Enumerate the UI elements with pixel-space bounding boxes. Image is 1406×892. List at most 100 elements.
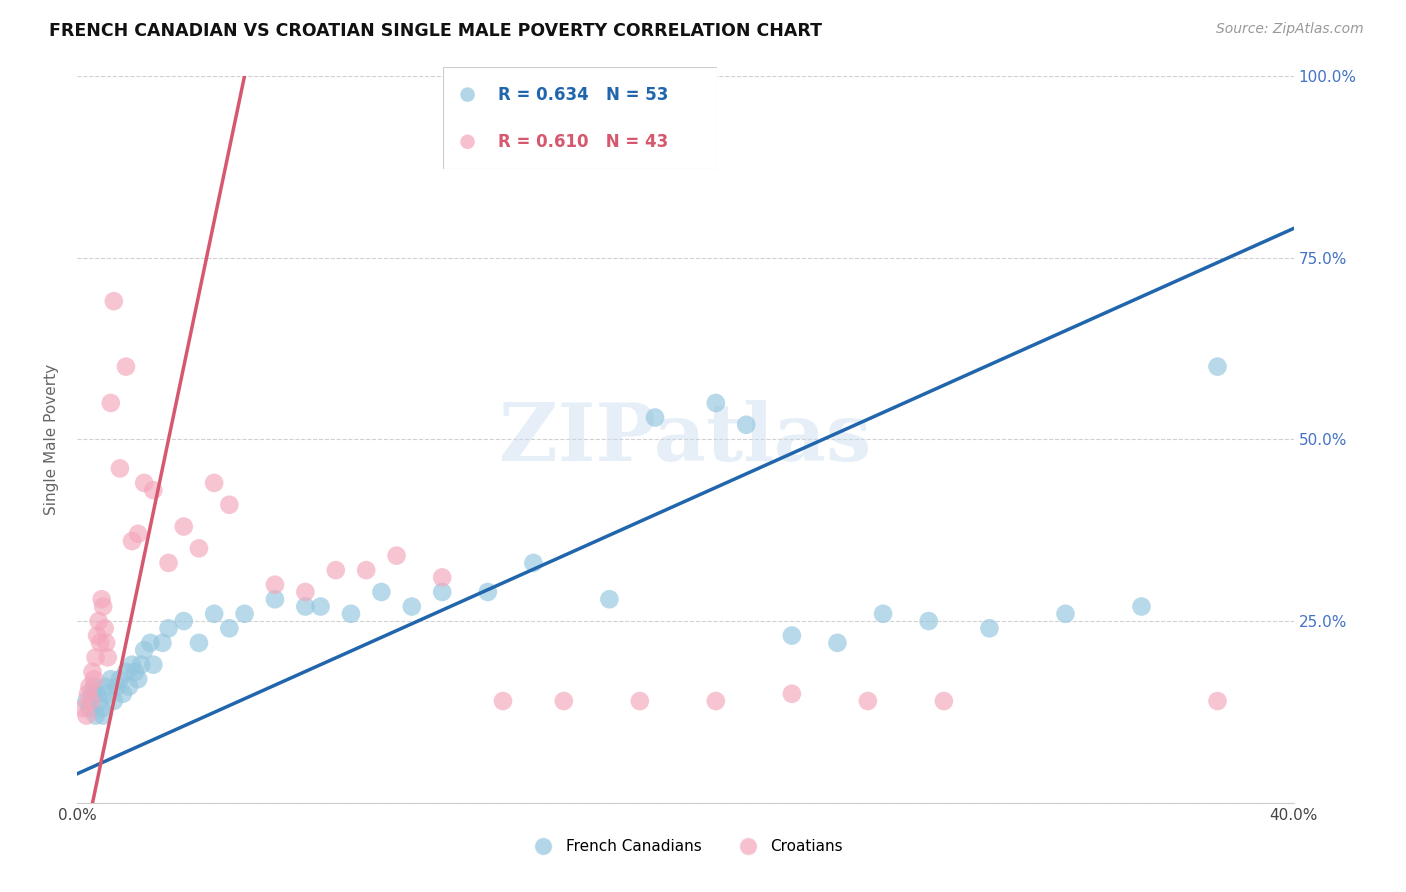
Point <box>127 526 149 541</box>
Point <box>103 294 125 309</box>
Point <box>218 498 240 512</box>
Point <box>80 694 103 708</box>
Point <box>96 636 118 650</box>
Point <box>872 607 894 621</box>
Point <box>264 578 287 592</box>
Point <box>97 687 120 701</box>
Point <box>83 672 105 686</box>
Point <box>218 621 240 635</box>
Point <box>152 636 174 650</box>
Point <box>79 680 101 694</box>
Point <box>457 135 479 149</box>
Point <box>93 621 115 635</box>
Point <box>264 592 287 607</box>
Point <box>100 672 122 686</box>
Point <box>127 672 149 686</box>
Point <box>115 359 138 374</box>
Point <box>87 694 110 708</box>
Point <box>75 708 97 723</box>
Legend: French Canadians, Croatians: French Canadians, Croatians <box>522 833 849 861</box>
Point <box>780 629 803 643</box>
Point <box>704 396 727 410</box>
Point <box>139 636 162 650</box>
Point <box>72 701 94 715</box>
Point <box>340 607 363 621</box>
Point <box>82 665 104 679</box>
Point <box>108 461 131 475</box>
Point <box>115 665 138 679</box>
Point <box>105 680 128 694</box>
Point <box>79 701 101 715</box>
Point <box>457 87 479 102</box>
Point <box>202 475 225 490</box>
Point <box>86 687 108 701</box>
Point <box>780 687 803 701</box>
Point <box>173 519 195 533</box>
Point <box>325 563 347 577</box>
Point <box>827 636 849 650</box>
Point <box>628 694 651 708</box>
Point <box>84 650 107 665</box>
Point <box>100 396 122 410</box>
Point <box>93 680 115 694</box>
Point <box>918 614 941 628</box>
Point <box>430 585 453 599</box>
Point <box>77 687 100 701</box>
Point <box>188 541 211 556</box>
Text: ZIPatlas: ZIPatlas <box>499 401 872 478</box>
Point <box>86 629 108 643</box>
Point <box>90 701 112 715</box>
Point <box>553 694 575 708</box>
Point <box>97 650 120 665</box>
Point <box>1130 599 1153 614</box>
Point <box>370 585 392 599</box>
Point <box>294 585 316 599</box>
Point <box>90 592 112 607</box>
Point <box>979 621 1001 635</box>
Point <box>492 694 515 708</box>
Point <box>735 417 758 432</box>
Point <box>118 680 141 694</box>
Point <box>111 687 134 701</box>
Point <box>294 599 316 614</box>
Point <box>91 708 114 723</box>
Point <box>477 585 499 599</box>
Point <box>91 599 114 614</box>
Text: R = 0.610   N = 43: R = 0.610 N = 43 <box>498 133 668 151</box>
Point <box>108 672 131 686</box>
Point <box>932 694 955 708</box>
Point <box>173 614 195 628</box>
Point <box>1206 694 1229 708</box>
Point <box>401 599 423 614</box>
Point <box>129 657 152 672</box>
Point <box>430 570 453 584</box>
Point <box>142 483 165 498</box>
Point <box>134 643 156 657</box>
Text: FRENCH CANADIAN VS CROATIAN SINGLE MALE POVERTY CORRELATION CHART: FRENCH CANADIAN VS CROATIAN SINGLE MALE … <box>49 22 823 40</box>
Point <box>89 636 111 650</box>
Text: Source: ZipAtlas.com: Source: ZipAtlas.com <box>1216 22 1364 37</box>
Point <box>188 636 211 650</box>
Point <box>87 614 110 628</box>
Y-axis label: Single Male Poverty: Single Male Poverty <box>44 364 59 515</box>
Point <box>522 556 544 570</box>
Point <box>84 708 107 723</box>
Point <box>121 657 143 672</box>
Point <box>121 534 143 549</box>
Point <box>1206 359 1229 374</box>
Point <box>856 694 879 708</box>
Point <box>83 680 105 694</box>
Point <box>385 549 408 563</box>
Point <box>598 592 620 607</box>
Point <box>644 410 666 425</box>
Point <box>134 475 156 490</box>
Point <box>157 556 180 570</box>
Point <box>704 694 727 708</box>
Point <box>202 607 225 621</box>
Point <box>309 599 332 614</box>
Point <box>142 657 165 672</box>
Point <box>1054 607 1077 621</box>
Point <box>82 687 104 701</box>
Point <box>124 665 146 679</box>
Text: R = 0.634   N = 53: R = 0.634 N = 53 <box>498 86 668 103</box>
